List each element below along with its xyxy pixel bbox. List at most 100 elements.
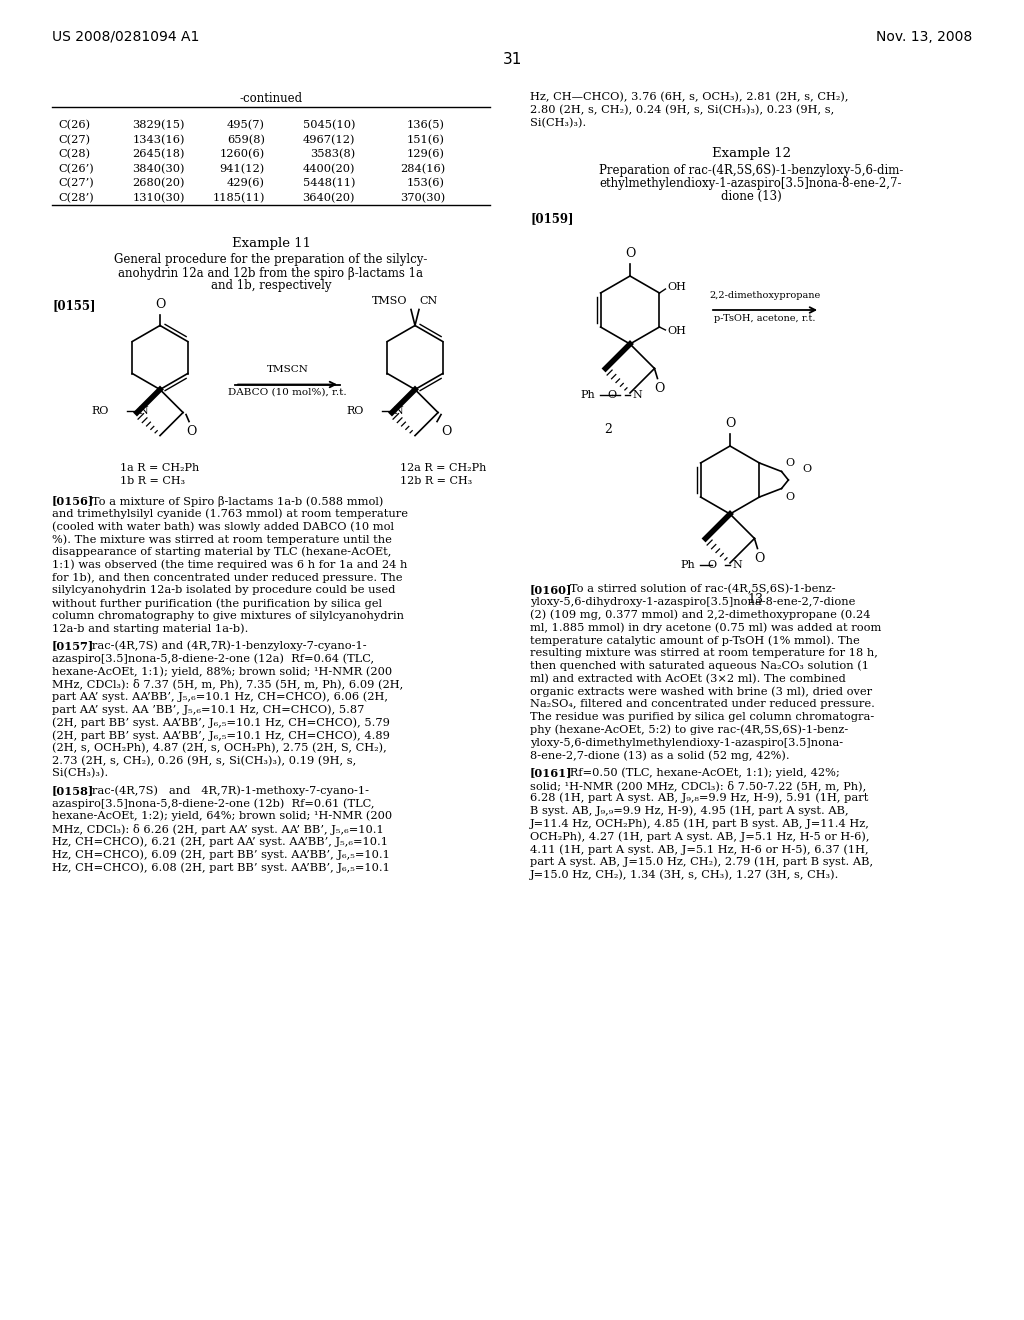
Text: 2: 2 (604, 424, 612, 437)
Text: 13: 13 (746, 594, 763, 606)
Text: O: O (785, 458, 795, 467)
Text: Rf=0.50 (TLC, hexane-AcOEt, 1:1); yield, 42%;: Rf=0.50 (TLC, hexane-AcOEt, 1:1); yield,… (559, 767, 840, 777)
Text: The residue was purified by silica gel column chromatogra-: The residue was purified by silica gel c… (530, 711, 874, 722)
Text: 151(6): 151(6) (407, 135, 445, 145)
Text: -continued: -continued (240, 92, 302, 106)
Text: OH: OH (668, 326, 686, 337)
Text: 1343(16): 1343(16) (132, 135, 185, 145)
Text: azaspiro[3.5]nona-5,8-diene-2-one (12b)  Rf=0.61 (TLC,: azaspiro[3.5]nona-5,8-diene-2-one (12b) … (52, 799, 375, 809)
Text: [0159]: [0159] (530, 213, 573, 224)
Text: 12a R = CH₂Ph: 12a R = CH₂Ph (400, 462, 486, 473)
Text: 6.28 (1H, part A syst. AB, J₉,₈=9.9 Hz, H-9), 5.91 (1H, part: 6.28 (1H, part A syst. AB, J₉,₈=9.9 Hz, … (530, 793, 868, 804)
Text: Example 11: Example 11 (231, 236, 310, 249)
Text: C(28’): C(28’) (58, 193, 94, 203)
Text: 2645(18): 2645(18) (132, 149, 185, 160)
Text: CN: CN (419, 296, 437, 305)
Text: 1310(30): 1310(30) (132, 193, 185, 203)
Text: azaspiro[3.5]nona-5,8-diene-2-one (12a)  Rf=0.64 (TLC,: azaspiro[3.5]nona-5,8-diene-2-one (12a) … (52, 653, 374, 664)
Text: OH: OH (668, 282, 686, 292)
Text: 2.73 (2H, s, CH₂), 0.26 (9H, s, Si(CH₃)₃), 0.19 (9H, s,: 2.73 (2H, s, CH₂), 0.26 (9H, s, Si(CH₃)₃… (52, 755, 356, 766)
Text: (2H, part BB’ syst. AA’BB’, J₆,₅=10.1 Hz, CH=CHCO), 5.79: (2H, part BB’ syst. AA’BB’, J₆,₅=10.1 Hz… (52, 717, 390, 727)
Text: yloxy-5,6-dimethylmethylendioxy-1-azaspiro[3.5]nona-: yloxy-5,6-dimethylmethylendioxy-1-azaspi… (530, 738, 843, 747)
Text: Hz, CH—CHCO), 3.76 (6H, s, OCH₃), 2.81 (2H, s, CH₂),: Hz, CH—CHCO), 3.76 (6H, s, OCH₃), 2.81 (… (530, 92, 849, 103)
Text: B syst. AB, J₉,₉=9.9 Hz, H-9), 4.95 (1H, part A syst. AB,: B syst. AB, J₉,₉=9.9 Hz, H-9), 4.95 (1H,… (530, 805, 849, 816)
Text: To a stirred solution of rac-(4R,5S,6S)-1-benz-: To a stirred solution of rac-(4R,5S,6S)-… (559, 583, 836, 594)
Text: Hz, CH=CHCO), 6.08 (2H, part BB’ syst. AA’BB’, J₆,₅=10.1: Hz, CH=CHCO), 6.08 (2H, part BB’ syst. A… (52, 862, 390, 873)
Text: General procedure for the preparation of the silylcy-: General procedure for the preparation of… (115, 253, 428, 267)
Text: column chromatography to give mixtures of silylcyanohydrin: column chromatography to give mixtures o… (52, 611, 404, 620)
Text: silylcyanohydrin 12a-b isolated by procedure could be used: silylcyanohydrin 12a-b isolated by proce… (52, 585, 395, 595)
Text: Hz, CH=CHCO), 6.09 (2H, part BB’ syst. AA’BB’, J₆,₅=10.1: Hz, CH=CHCO), 6.09 (2H, part BB’ syst. A… (52, 849, 390, 859)
Text: part A syst. AB, J=15.0 Hz, CH₂), 2.79 (1H, part B syst. AB,: part A syst. AB, J=15.0 Hz, CH₂), 2.79 (… (530, 857, 873, 867)
Text: OCH₂Ph), 4.27 (1H, part A syst. AB, J=5.1 Hz, H-5 or H-6),: OCH₂Ph), 4.27 (1H, part A syst. AB, J=5.… (530, 832, 869, 842)
Text: 2680(20): 2680(20) (132, 178, 185, 189)
Text: (2H, s, OCH₂Ph), 4.87 (2H, s, OCH₂Ph), 2.75 (2H, S, CH₂),: (2H, s, OCH₂Ph), 4.87 (2H, s, OCH₂Ph), 2… (52, 743, 387, 754)
Text: without further purification (the purification by silica gel: without further purification (the purifi… (52, 598, 382, 609)
Text: (2H, part BB’ syst. AA’BB’, J₆,₅=10.1 Hz, CH=CHCO), 4.89: (2H, part BB’ syst. AA’BB’, J₆,₅=10.1 Hz… (52, 730, 390, 741)
Text: rac-(4R,7S) and (4R,7R)-1-benzyloxy-7-cyano-1-: rac-(4R,7S) and (4R,7R)-1-benzyloxy-7-cy… (81, 640, 367, 651)
Text: 3640(20): 3640(20) (302, 193, 355, 203)
Text: rac-(4R,7S)   and   4R,7R)-1-methoxy-7-cyano-1-: rac-(4R,7S) and 4R,7R)-1-methoxy-7-cyano… (81, 785, 369, 796)
Text: and 1b, respectively: and 1b, respectively (211, 280, 331, 293)
Text: O: O (625, 247, 635, 260)
Text: 8-ene-2,7-dione (13) as a solid (52 mg, 42%).: 8-ene-2,7-dione (13) as a solid (52 mg, … (530, 750, 790, 760)
Text: 3829(15): 3829(15) (132, 120, 185, 131)
Text: J=15.0 Hz, CH₂), 1.34 (3H, s, CH₃), 1.27 (3H, s, CH₃).: J=15.0 Hz, CH₂), 1.34 (3H, s, CH₃), 1.27… (530, 870, 840, 880)
Text: C(27): C(27) (58, 135, 90, 145)
Text: organic extracts were washed with brine (3 ml), dried over: organic extracts were washed with brine … (530, 686, 872, 697)
Text: Ph: Ph (580, 389, 595, 400)
Text: TMSCN: TMSCN (266, 364, 308, 374)
Text: O: O (755, 553, 765, 565)
Text: C(26’): C(26’) (58, 164, 94, 174)
Text: 2.80 (2H, s, CH₂), 0.24 (9H, s, Si(CH₃)₃), 0.23 (9H, s,: 2.80 (2H, s, CH₂), 0.24 (9H, s, Si(CH₃)₃… (530, 106, 835, 115)
Text: Nov. 13, 2008: Nov. 13, 2008 (876, 30, 972, 44)
Text: N: N (632, 389, 642, 400)
Text: Example 12: Example 12 (712, 147, 791, 160)
Text: Si(CH₃)₃).: Si(CH₃)₃). (52, 768, 109, 779)
Text: [0158]: [0158] (52, 785, 94, 796)
Text: 3583(8): 3583(8) (309, 149, 355, 160)
Text: (2) (109 mg, 0.377 mmol) and 2,2-dimethoxypropane (0.24: (2) (109 mg, 0.377 mmol) and 2,2-dimetho… (530, 610, 870, 620)
Text: yloxy-5,6-dihydroxy-1-azaspiro[3.5]nona-8-ene-2,7-dione: yloxy-5,6-dihydroxy-1-azaspiro[3.5]nona-… (530, 597, 855, 607)
Text: 941(12): 941(12) (220, 164, 265, 174)
Text: ml) and extracted with AcOEt (3×2 ml). The combined: ml) and extracted with AcOEt (3×2 ml). T… (530, 673, 846, 684)
Text: 4400(20): 4400(20) (302, 164, 355, 174)
Text: US 2008/0281094 A1: US 2008/0281094 A1 (52, 30, 200, 44)
Text: 429(6): 429(6) (227, 178, 265, 189)
Text: [0161]: [0161] (530, 767, 572, 779)
Text: O: O (785, 492, 795, 503)
Text: %). The mixture was stirred at room temperature until the: %). The mixture was stirred at room temp… (52, 535, 392, 545)
Text: C(27’): C(27’) (58, 178, 94, 189)
Text: 4.11 (1H, part A syst. AB, J=5.1 Hz, H-6 or H-5), 6.37 (1H,: 4.11 (1H, part A syst. AB, J=5.1 Hz, H-6… (530, 843, 868, 854)
Text: Hz, CH=CHCO), 6.21 (2H, part AA’ syst. AA’BB’, J₅,₆=10.1: Hz, CH=CHCO), 6.21 (2H, part AA’ syst. A… (52, 837, 388, 847)
Text: 31: 31 (503, 51, 521, 67)
Text: p-TsOH, acetone, r.t.: p-TsOH, acetone, r.t. (715, 314, 816, 323)
Text: part AA’ syst. AA ’BB’, J₅,₆=10.1 Hz, CH=CHCO), 5.87: part AA’ syst. AA ’BB’, J₅,₆=10.1 Hz, CH… (52, 705, 365, 715)
Text: 153(6): 153(6) (407, 178, 445, 189)
Text: [0156]: [0156] (52, 495, 94, 507)
Text: for 1b), and then concentrated under reduced pressure. The: for 1b), and then concentrated under red… (52, 573, 402, 583)
Text: 3840(30): 3840(30) (132, 164, 185, 174)
Text: N: N (394, 405, 403, 416)
Text: DABCO (10 mol%), r.t.: DABCO (10 mol%), r.t. (228, 388, 347, 396)
Text: 5448(11): 5448(11) (302, 178, 355, 189)
Text: 136(5): 136(5) (407, 120, 445, 131)
Text: O: O (185, 425, 197, 437)
Text: Ph: Ph (680, 560, 694, 570)
Text: O: O (441, 425, 452, 437)
Text: and trimethylsilyl cyanide (1.763 mmol) at room temperature: and trimethylsilyl cyanide (1.763 mmol) … (52, 508, 408, 519)
Text: N: N (139, 405, 148, 416)
Text: O: O (654, 383, 665, 396)
Text: disappearance of starting material by TLC (hexane-AcOEt,: disappearance of starting material by TL… (52, 546, 391, 557)
Text: dione (13): dione (13) (721, 190, 781, 203)
Text: 284(16): 284(16) (399, 164, 445, 174)
Text: 1185(11): 1185(11) (213, 193, 265, 203)
Text: 2,2-dimethoxypropane: 2,2-dimethoxypropane (710, 290, 820, 300)
Text: 1b R = CH₃: 1b R = CH₃ (120, 475, 185, 486)
Text: 1a R = CH₂Ph: 1a R = CH₂Ph (120, 462, 200, 473)
Text: J=11.4 Hz, OCH₂Ph), 4.85 (1H, part B syst. AB, J=11.4 Hz,: J=11.4 Hz, OCH₂Ph), 4.85 (1H, part B sys… (530, 818, 869, 829)
Text: MHz, CDCl₃): δ 7.37 (5H, m, Ph), 7.35 (5H, m, Ph), 6.09 (2H,: MHz, CDCl₃): δ 7.37 (5H, m, Ph), 7.35 (5… (52, 678, 403, 689)
Text: C(28): C(28) (58, 149, 90, 160)
Text: hexane-AcOEt, 1:2); yield, 64%; brown solid; ¹H-NMR (200: hexane-AcOEt, 1:2); yield, 64%; brown so… (52, 810, 392, 821)
Text: Na₂SO₄, filtered and concentrated under reduced pressure.: Na₂SO₄, filtered and concentrated under … (530, 700, 874, 709)
